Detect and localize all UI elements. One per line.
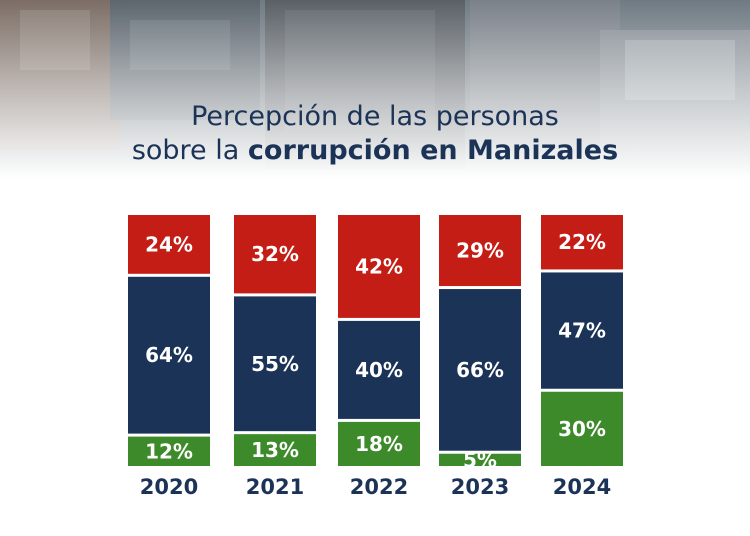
title-line-1: Percepción de las personas [191,101,559,132]
data-label-bottom-2023: 5% [463,448,497,472]
data-label-top-2020: 24% [145,232,193,256]
data-label-middle-2023: 66% [456,358,504,382]
data-label-bottom-2021: 13% [251,438,299,462]
data-label-middle-2020: 64% [145,343,193,367]
data-label-middle-2022: 40% [355,358,403,382]
year-label-2023: 2023 [451,475,509,499]
bar-middle-2020 [128,276,210,434]
year-label-2021: 2021 [246,475,304,499]
bar-top-2021 [234,215,316,294]
bar-middle-2023 [439,289,521,451]
bar-top-2024 [541,215,623,270]
bar-bottom-2024 [541,391,623,466]
data-label-top-2021: 32% [251,242,299,266]
data-label-bottom-2022: 18% [355,432,403,456]
bar-bottom-2023 [439,453,521,466]
year-label-2022: 2022 [350,475,408,499]
year-label-2024: 2024 [553,475,611,499]
bar-bottom-2021 [234,434,316,466]
data-label-top-2022: 42% [355,254,403,278]
bar-middle-2021 [234,296,316,432]
data-label-bottom-2020: 12% [145,439,193,463]
data-label-top-2023: 29% [456,239,504,263]
bar-top-2022 [338,215,420,318]
title-line-2: sobre la corrupción en Manizales [0,134,750,168]
title-plain-text: sobre la [131,135,240,166]
data-label-bottom-2024: 30% [558,417,606,441]
bar-bottom-2020 [128,436,210,466]
bar-top-2020 [128,215,210,274]
title-bold-text: corrupción en Manizales [247,135,619,166]
bar-bottom-2022 [338,421,420,466]
data-label-middle-2024: 47% [558,319,606,343]
bar-middle-2024 [541,272,623,389]
data-label-middle-2021: 55% [251,352,299,376]
chart-title: Percepción de las personas sobre la corr… [0,100,750,168]
bar-middle-2022 [338,320,420,419]
year-label-2020: 2020 [140,475,198,499]
city-background-banner [0,0,750,210]
data-label-top-2024: 22% [558,230,606,254]
bar-top-2023 [439,215,521,287]
